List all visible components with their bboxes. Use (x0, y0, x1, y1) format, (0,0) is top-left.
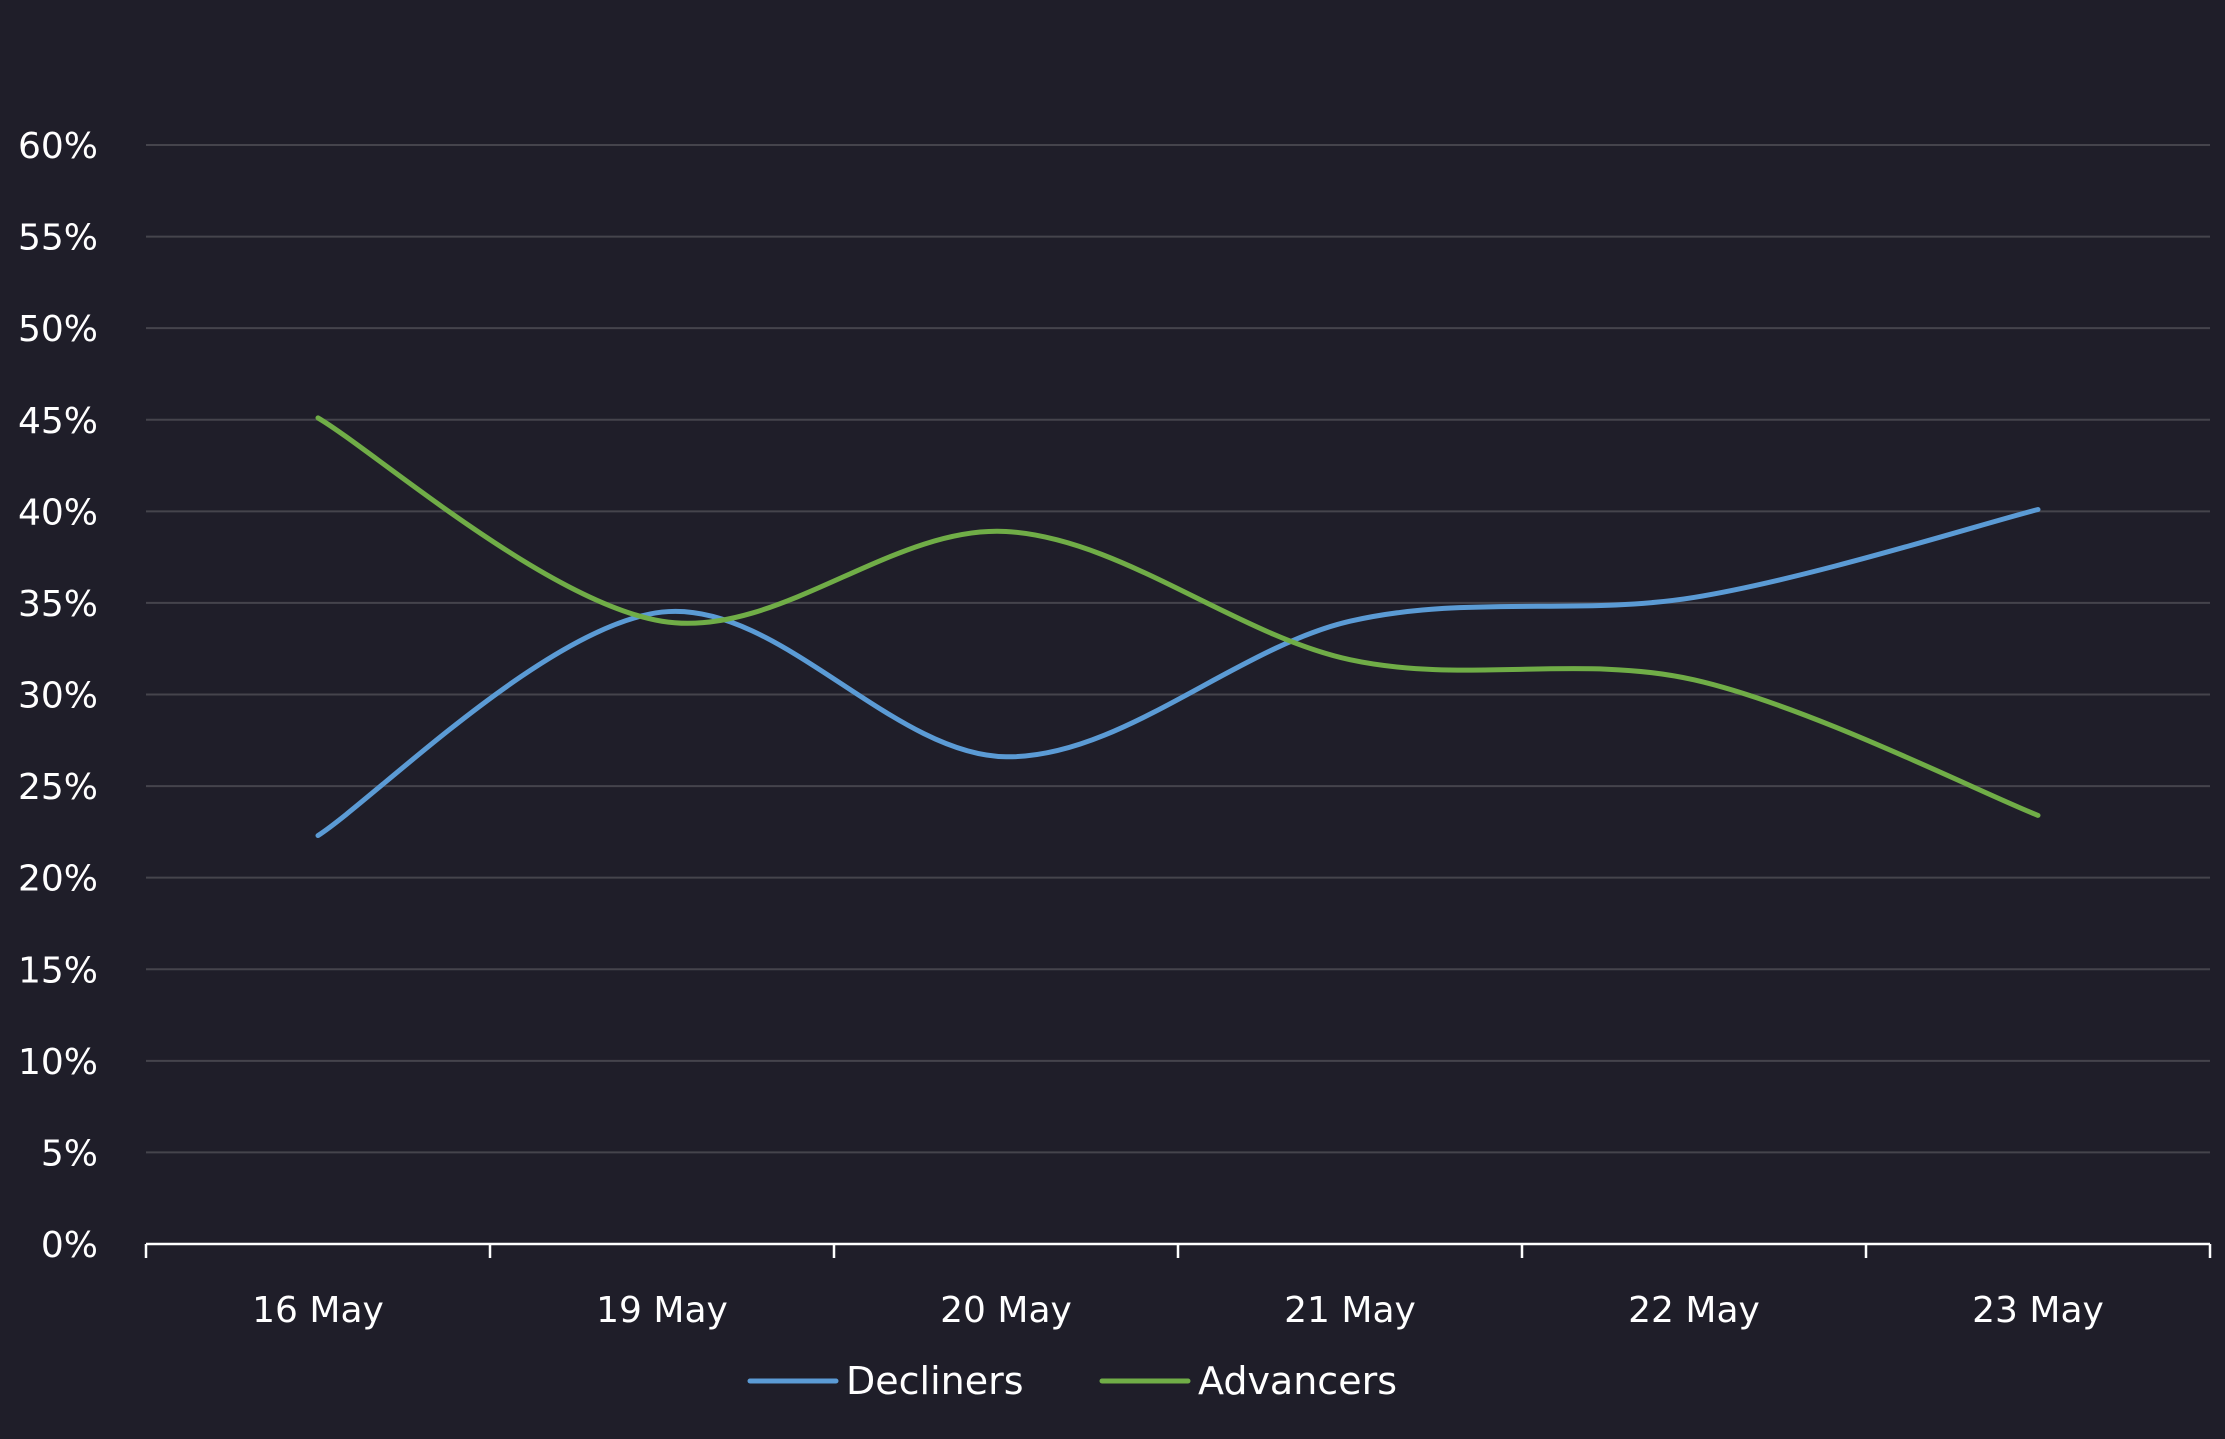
y-tick-label: 50% (18, 309, 98, 350)
x-tick-label: 21 May (1284, 1290, 1416, 1331)
series-line-advancers (315, 415, 2041, 818)
y-tick-label: 25% (18, 767, 98, 808)
y-tick-label: 45% (18, 401, 98, 442)
y-tick-label: 35% (18, 584, 98, 625)
y-axis: 0% 5% 10% 15% 20% 25% 30% 35% 40% 45% 50% 55% 60% (18, 126, 98, 1266)
y-tick-label: 10% (18, 1042, 98, 1083)
y-tick-label: 55% (18, 218, 98, 259)
y-tick-label: 30% (18, 676, 98, 717)
y-tick-label: 0% (41, 1225, 98, 1266)
legend: Decliners Advancers (747, 1359, 1397, 1403)
series-line-decliners (315, 507, 2041, 839)
x-tick-label: 20 May (940, 1290, 1072, 1331)
y-tick-label: 15% (18, 950, 98, 991)
y-tick-label: 40% (18, 492, 98, 533)
y-tick-label: 5% (41, 1133, 98, 1174)
series-lines (315, 415, 2041, 839)
legend-label-decliners: Decliners (846, 1359, 1024, 1403)
x-tick-label: 19 May (596, 1290, 728, 1331)
x-tick-label: 23 May (1972, 1290, 2104, 1331)
gridlines (146, 144, 2210, 1154)
x-tick-label: 16 May (252, 1290, 384, 1331)
legend-label-advancers: Advancers (1198, 1359, 1397, 1403)
y-tick-label: 20% (18, 859, 98, 900)
y-tick-label: 60% (18, 126, 98, 167)
x-tick-label: 22 May (1628, 1290, 1760, 1331)
x-axis: 16 May 19 May 20 May 21 May 22 May 23 May (144, 1242, 2212, 1331)
